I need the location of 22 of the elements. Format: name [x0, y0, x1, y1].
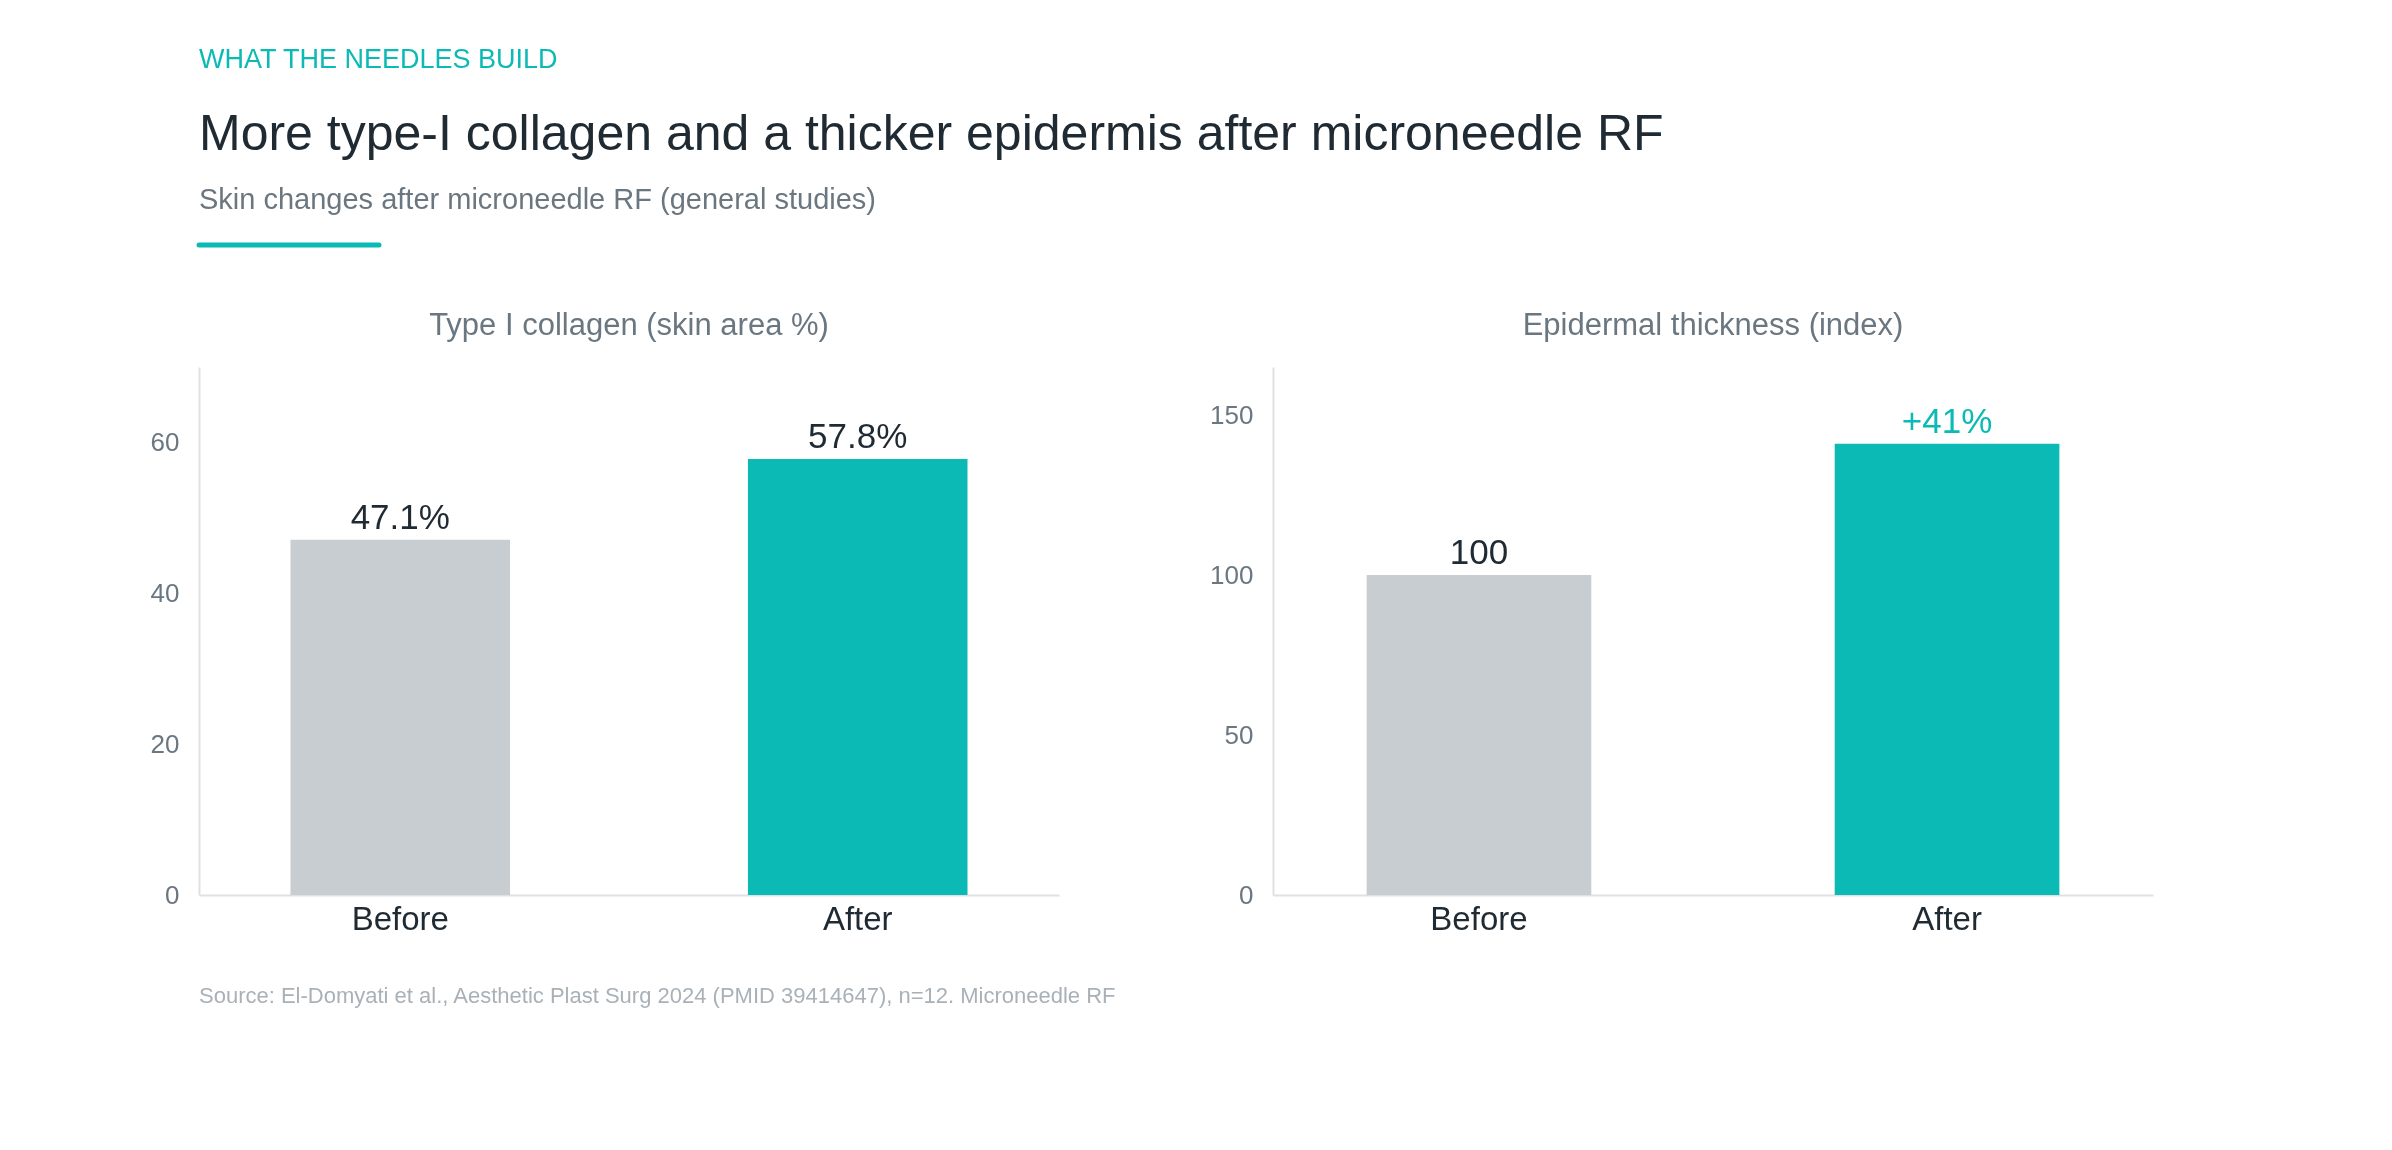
annotation: +41%: [1901, 400, 1993, 440]
x-tick-label: Before: [1430, 899, 1528, 937]
y-tick-label: 40: [150, 577, 180, 608]
text: More type-I collagen and a thicker epidermis after microneedle RF: [199, 105, 1664, 161]
source-note: Source: El-Domyati et al., Aesthetic Plast Surg 2024 (PMID 39414647), n=12. Microneedle RF: [199, 983, 1116, 1008]
y-tick-label: 60: [150, 426, 180, 457]
y-tick-label: 150: [1210, 399, 1254, 430]
data-label: 47.1%: [350, 496, 450, 536]
data-label: 57.8%: [808, 416, 908, 456]
x-tick-label: Before: [351, 899, 449, 937]
text: Skin changes after microneedle RF (general studies): [199, 183, 876, 215]
y-tick-label: 20: [150, 728, 180, 759]
chart-title: Epidermal thickness (index): [1522, 307, 1904, 342]
y-tick-label: 0: [165, 879, 180, 910]
y-tick-label: 50: [1224, 719, 1254, 750]
data-label: 100: [1449, 532, 1509, 571]
y-tick-label: 0: [1239, 879, 1254, 910]
text: WHAT THE NEEDLES BUILD: [199, 44, 558, 74]
x-tick-label: After: [1912, 899, 1982, 937]
y-tick-label: 100: [1210, 559, 1254, 590]
x-tick-label: After: [822, 899, 893, 937]
chart-title: Type I collagen (skin area %): [429, 307, 829, 342]
